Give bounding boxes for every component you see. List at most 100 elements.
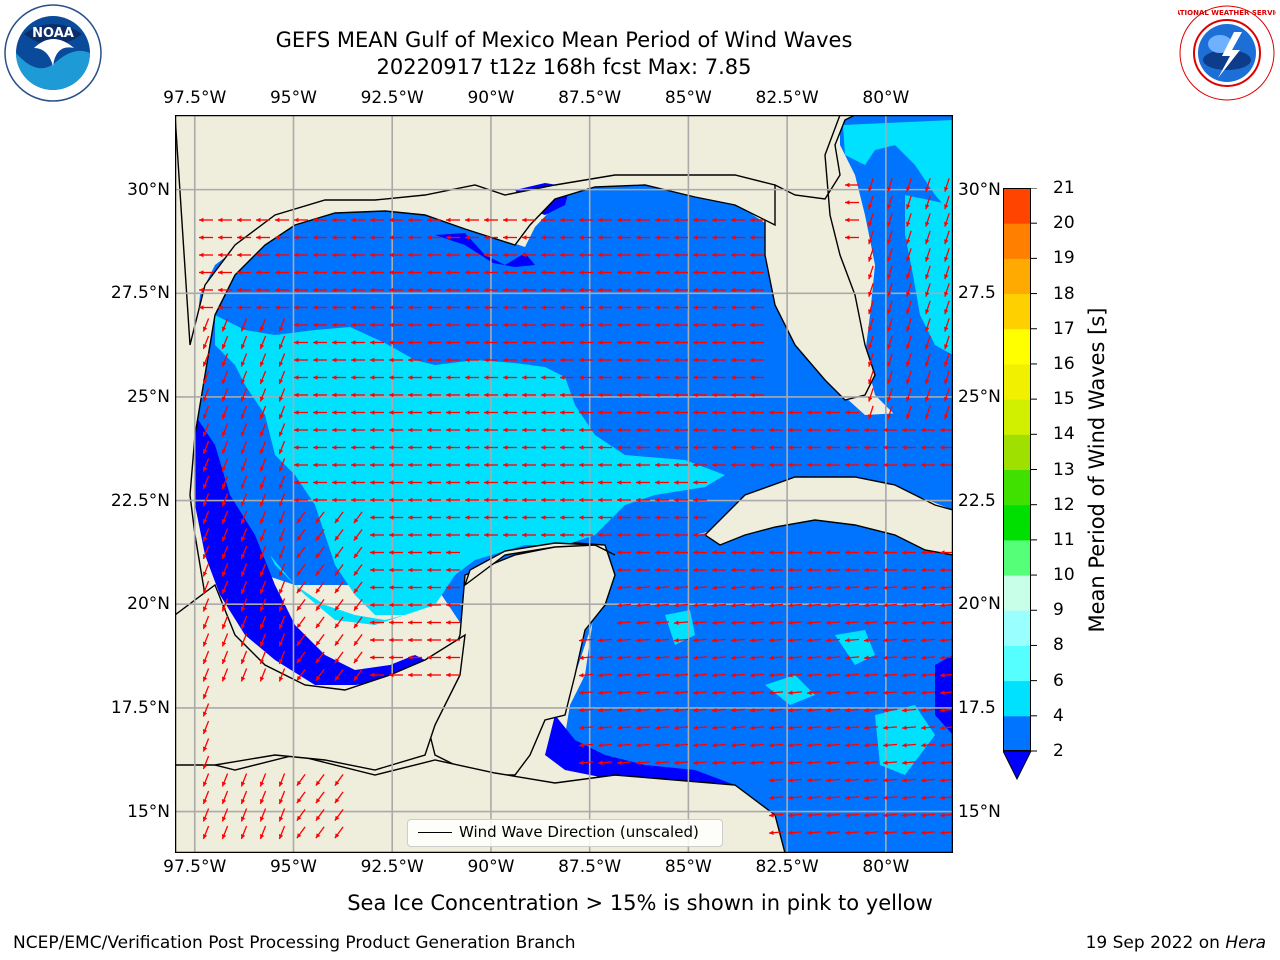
wind-wave-arrow — [579, 480, 593, 485]
wind-wave-arrow — [712, 217, 726, 223]
wind-wave-arrow — [389, 252, 403, 258]
wind-wave-arrow — [202, 405, 210, 420]
wind-wave-arrow — [920, 742, 936, 748]
wind-wave-arrow — [882, 742, 898, 748]
wind-wave-arrow — [787, 795, 803, 800]
wind-wave-arrow — [636, 322, 650, 328]
wind-wave-arrow — [560, 235, 574, 240]
wind-wave-arrow — [389, 305, 403, 310]
wind-wave-arrow — [351, 217, 365, 223]
wind-wave-arrow — [446, 217, 460, 223]
wind-wave-arrow — [925, 195, 931, 210]
wind-wave-arrow — [294, 392, 308, 398]
wind-wave-arrow — [868, 248, 874, 262]
wind-wave-arrow — [313, 252, 327, 258]
wind-wave-arrow — [807, 567, 821, 573]
coastal-low-period-mexico — [195, 415, 425, 685]
wind-wave-arrow — [617, 252, 631, 258]
wind-wave-arrow — [844, 655, 860, 660]
wind-wave-arrow — [882, 812, 898, 818]
colorbar-title: Mean Period of Wind Waves [s] — [1085, 307, 1109, 633]
wind-wave-arrow — [825, 760, 841, 765]
wind-wave-arrow — [944, 230, 950, 245]
wind-wave-arrow — [674, 270, 688, 275]
wind-wave-arrow — [351, 497, 365, 503]
wind-wave-arrow — [446, 375, 460, 380]
wind-wave-arrow — [597, 690, 613, 695]
wind-wave-arrow — [654, 655, 670, 660]
wind-wave-arrow — [560, 410, 574, 415]
wind-wave-arrow — [787, 585, 803, 590]
wind-wave-arrow — [882, 655, 898, 660]
wind-wave-arrow — [199, 252, 213, 258]
wind-wave-arrow — [749, 725, 765, 730]
wind-wave-arrow — [408, 637, 422, 643]
wind-wave-arrow — [389, 497, 403, 503]
wind-wave-arrow — [844, 812, 860, 818]
wind-wave-arrow — [674, 340, 688, 345]
wind-wave-arrow — [887, 405, 893, 420]
wind-wave-arrow — [655, 392, 669, 398]
wind-wave-arrow — [408, 270, 422, 275]
wind-wave-arrow — [673, 602, 689, 608]
wind-wave-arrow — [906, 195, 912, 210]
wind-wave-arrow — [408, 462, 422, 468]
wind-wave-arrow — [768, 812, 784, 818]
wind-wave-arrow — [868, 230, 874, 245]
wind-wave-arrow — [940, 445, 953, 450]
sea-ice-caption: Sea Ice Concentration > 15% is shown in … — [347, 891, 933, 915]
wind-wave-arrow — [616, 585, 632, 590]
wind-wave-arrow — [749, 620, 765, 625]
colorbar-segment — [1003, 188, 1031, 224]
wind-wave-arrow — [635, 742, 651, 748]
wind-wave-arrow — [655, 462, 669, 468]
wind-wave-arrow — [674, 427, 688, 433]
wind-wave-arrow — [237, 235, 251, 240]
wind-wave-arrow — [768, 690, 784, 695]
wind-wave-arrow — [825, 655, 841, 660]
wind-wave-arrow — [484, 322, 498, 328]
lon-tick-label-bottom: 95°W — [269, 857, 317, 877]
wind-wave-arrow — [202, 458, 210, 472]
wind-wave-arrow — [275, 305, 289, 310]
wind-wave-arrow — [202, 563, 210, 577]
wind-wave-arrow — [202, 580, 210, 595]
wind-wave-arrow — [202, 510, 210, 525]
wind-wave-arrow — [925, 335, 931, 350]
wind-wave-arrow — [655, 445, 669, 450]
wind-wave-arrow — [484, 427, 498, 433]
wind-wave-arrow — [370, 480, 384, 485]
wind-wave-arrow — [427, 427, 441, 433]
wind-wave-arrow — [353, 511, 363, 524]
lon-tick-label-bottom: 80°W — [862, 857, 910, 877]
wind-wave-arrow — [883, 445, 897, 450]
wind-wave-arrow — [598, 445, 612, 450]
colorbar-segment — [1003, 680, 1031, 717]
wind-wave-arrow — [598, 515, 612, 520]
wind-wave-arrow — [944, 335, 950, 350]
wind-wave-arrow — [256, 305, 270, 310]
wind-wave-arrow — [240, 790, 248, 805]
wind-wave-arrow — [427, 445, 441, 450]
wind-wave-arrow — [353, 651, 363, 664]
colorbar-segment — [1003, 293, 1031, 330]
wind-wave-arrow — [221, 353, 229, 367]
wind-wave-arrow — [674, 305, 688, 310]
wind-wave-arrow — [636, 392, 650, 398]
wind-wave-arrow — [315, 581, 325, 594]
wind-wave-arrow — [221, 545, 229, 560]
wind-wave-arrow — [503, 357, 517, 363]
wind-wave-arrow — [427, 462, 441, 468]
wind-wave-arrow — [296, 826, 306, 839]
wind-wave-arrow — [750, 427, 764, 433]
wind-wave-arrow — [202, 633, 210, 647]
wind-wave-arrow — [240, 423, 248, 437]
wind-wave-arrow — [259, 405, 267, 420]
wind-wave-arrow — [465, 427, 479, 433]
wind-wave-arrow — [332, 340, 346, 345]
wind-wave-arrow — [711, 620, 727, 625]
colorbar-segment — [1003, 258, 1031, 295]
wind-wave-arrow — [503, 305, 517, 310]
wind-wave-arrow — [864, 462, 878, 468]
wind-wave-arrow — [296, 808, 306, 822]
